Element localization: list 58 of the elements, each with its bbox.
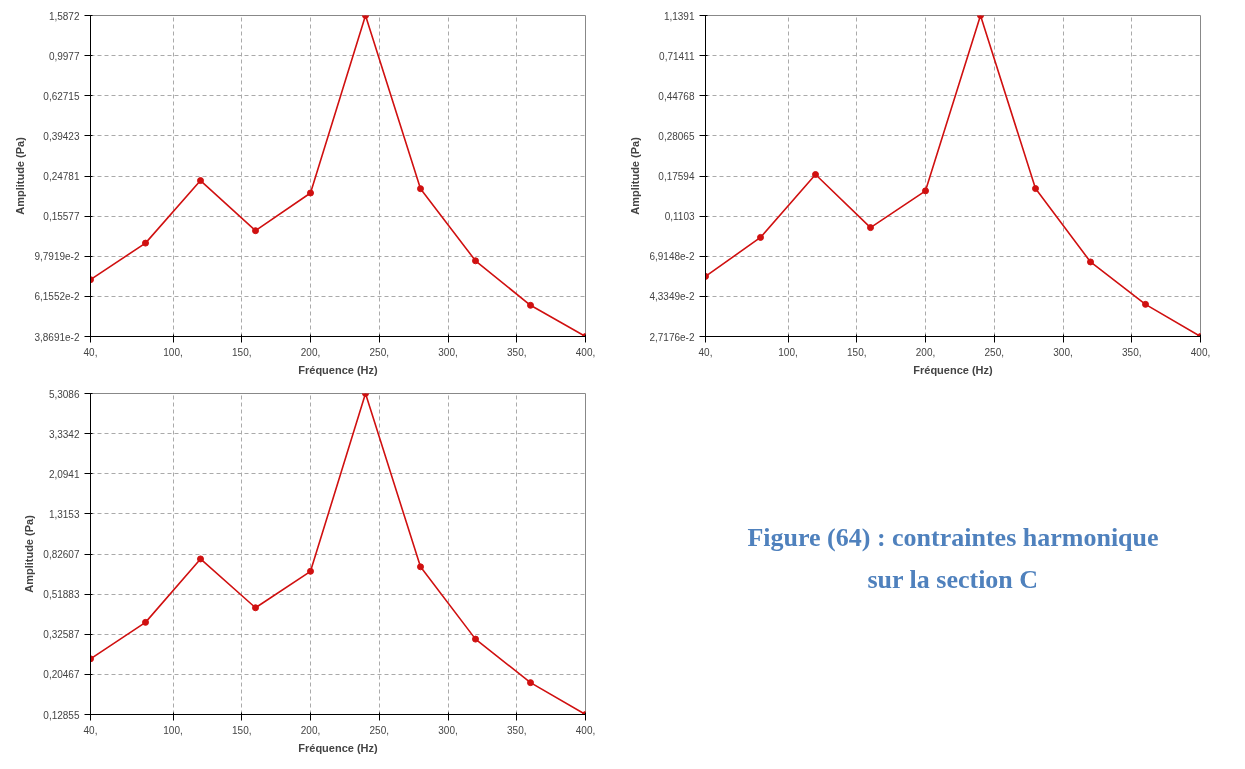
y-tick-label: 0,44768 — [658, 90, 695, 102]
x-tick-label: 300, — [438, 724, 458, 736]
y-tick-label: 1,5872 — [48, 10, 80, 22]
x-tick-label: 350, — [507, 724, 527, 736]
x-tick-label: 400, — [1190, 346, 1211, 358]
y-tick-label: 6,1552e-2 — [34, 291, 80, 303]
x-tick-label: 150, — [232, 724, 252, 736]
x-tick-label: 100, — [163, 724, 183, 736]
x-tick-label: 250, — [369, 724, 389, 736]
x-tick-label: 150, — [847, 346, 867, 358]
x-tick-label: 40, — [83, 346, 98, 358]
x-axis-title: Fréquence (Hz) — [298, 363, 379, 376]
y-tick-label: 2,0941 — [48, 468, 80, 480]
y-tick-label: 3,3342 — [48, 428, 80, 440]
x-tick-label: 40, — [698, 346, 713, 358]
y-tick-label: 0,62715 — [43, 90, 80, 102]
x-tick-label: 100, — [778, 346, 798, 358]
y-tick-label: 4,3349e-2 — [649, 291, 695, 303]
y-tick-label: 0,71411 — [659, 50, 695, 62]
y-axis-title: Amplitude (Pa) — [14, 136, 27, 215]
y-tick-label: 9,7919e-2 — [34, 251, 80, 263]
x-tick-label: 300, — [438, 346, 458, 358]
y-tick-label: 6,9148e-2 — [649, 251, 695, 263]
y-tick-label: 0,39423 — [43, 130, 80, 142]
y-tick-label: 3,8691e-2 — [34, 331, 80, 343]
x-axis-title: Fréquence (Hz) — [298, 741, 379, 754]
x-tick-label: 200, — [300, 724, 321, 736]
x-axis-title: Fréquence (Hz) — [913, 363, 994, 376]
x-tick-label: 250, — [369, 346, 389, 358]
x-tick-label: 100, — [163, 346, 183, 358]
y-tick-label: 0,9977 — [48, 50, 80, 62]
y-axis-title: Amplitude (Pa) — [23, 514, 36, 593]
y-tick-label: 0,24781 — [43, 171, 80, 182]
y-tick-label: 1,3153 — [48, 508, 80, 520]
x-tick-label: 400, — [575, 724, 596, 736]
x-tick-label: 200, — [915, 346, 936, 358]
x-tick-label: 150, — [232, 346, 252, 358]
x-tick-label: 350, — [507, 346, 527, 358]
y-tick-label: 0,51883 — [43, 589, 80, 601]
x-tick-label: 300, — [1053, 346, 1073, 358]
y-axis-title: Amplitude (Pa) — [629, 136, 642, 215]
y-tick-label: 5,3086 — [48, 388, 80, 400]
y-tick-label: 2,7176e-2 — [649, 331, 695, 343]
y-tick-label: 0,32587 — [43, 629, 80, 641]
x-tick-label: 250, — [984, 346, 1004, 358]
y-tick-label: 0,1103 — [664, 211, 695, 223]
y-tick-label: 0,28065 — [658, 130, 695, 142]
text: Figure (64) : contraintes harmonique sur la section C — [747, 523, 1159, 595]
y-tick-label: 0,20467 — [43, 669, 80, 681]
x-tick-label: 350, — [1122, 346, 1142, 358]
y-tick-label: 0,17594 — [658, 171, 695, 182]
y-tick-label: 0,82607 — [43, 549, 80, 560]
x-tick-label: 200, — [300, 346, 321, 358]
y-tick-label: 0,12855 — [43, 709, 80, 721]
y-tick-label: 1,1391 — [663, 10, 695, 22]
x-tick-label: 40, — [83, 724, 98, 736]
x-tick-label: 400, — [575, 346, 596, 358]
y-tick-label: 0,15577 — [43, 211, 80, 223]
